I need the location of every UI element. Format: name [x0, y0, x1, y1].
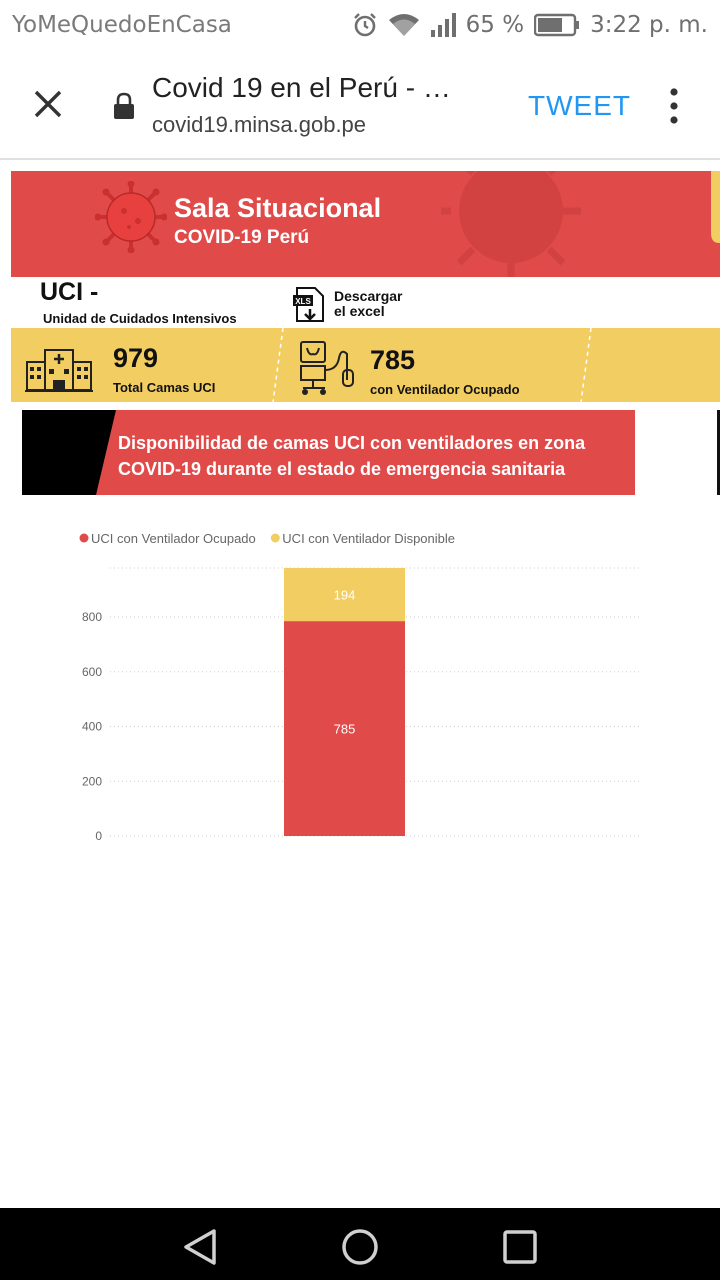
download-excel-link[interactable]: Descargar el excel: [334, 289, 424, 319]
y-tick-label: 400: [82, 720, 102, 734]
legend-label: UCI con Ventilador Disponible: [282, 531, 455, 546]
total-beds-label: Total Camas UCI: [113, 380, 216, 395]
legend-label: UCI con Ventilador Ocupado: [91, 531, 256, 546]
battery-percent: 65 %: [465, 12, 525, 38]
more-options-icon[interactable]: [664, 86, 684, 126]
data-label: 785: [334, 722, 356, 737]
y-tick-label: 200: [82, 774, 102, 788]
clock: 3:22 p. m.: [590, 12, 708, 38]
download-label-line1: Descargar: [334, 288, 403, 304]
y-tick-label: 800: [82, 610, 102, 624]
wifi-icon: [388, 14, 419, 36]
close-icon[interactable]: [28, 84, 68, 124]
legend-marker: [79, 533, 89, 543]
status-right: 65 % 3:22 p. m.: [352, 12, 708, 38]
chart-header-line2: COVID-19 durante el estado de emergencia…: [118, 459, 566, 479]
battery-icon: [534, 13, 580, 37]
divider: [580, 328, 592, 402]
lock-icon: [114, 92, 134, 119]
custom-tab-toolbar: Covid 19 en el Perú - … covid19.minsa.go…: [0, 50, 720, 160]
virus-bg-icon: [441, 171, 581, 277]
ventilator-icon: [300, 341, 354, 395]
status-app-name: YoMeQuedoEnCasa: [12, 12, 232, 38]
alarm-icon: [353, 13, 376, 37]
occupied-label: con Ventilador Ocupado: [370, 382, 520, 397]
virus-icon: [95, 181, 167, 253]
hospital-icon: [25, 349, 93, 392]
legend-marker: [270, 533, 280, 543]
chart-header-text: Disponibilidad de camas UCI con ventilad…: [118, 430, 628, 482]
signal-icon: [430, 13, 456, 37]
data-label: 194: [334, 588, 356, 603]
tweet-button[interactable]: TWEET: [528, 90, 631, 121]
page-url[interactable]: covid19.minsa.gob.pe: [152, 112, 367, 137]
occupied-value: 785: [370, 345, 416, 375]
xls-download-icon[interactable]: XLS: [291, 287, 327, 323]
side-marker: [717, 410, 720, 495]
section-subtitle: Unidad de Cuidados Intensivos: [43, 311, 237, 326]
sala-situacional-banner: Sala Situacional COVID-19 Perú: [11, 171, 720, 277]
chart-header: Disponibilidad de camas UCI con ventilad…: [22, 410, 635, 495]
android-nav-bar: [0, 1208, 720, 1280]
page-title[interactable]: Covid 19 en el Perú - …: [152, 72, 451, 103]
status-bar: YoMeQuedoEnCasa 65 % 3:22 p. m.: [0, 0, 720, 50]
uci-ventilator-chart: UCI con Ventilador Ocupado UCI con Ventil…: [79, 531, 640, 843]
svg-text:XLS: XLS: [295, 297, 311, 306]
chart-header-line1: Disponibilidad de camas UCI con ventilad…: [118, 433, 586, 453]
divider: [272, 328, 284, 402]
bar-segment: [284, 621, 405, 836]
banner-subtitle: COVID-19 Perú: [174, 227, 310, 248]
banner-edge-accent: [711, 171, 720, 243]
stats-band: 979 Total Camas UCI 785 con Ventilador O…: [11, 328, 720, 402]
total-beds-value: 979: [113, 343, 159, 373]
y-tick-label: 0: [95, 829, 102, 843]
back-icon[interactable]: [180, 1227, 220, 1267]
banner-title: Sala Situacional: [174, 193, 382, 223]
header-black-block: [22, 410, 116, 495]
section-title: UCI -: [40, 278, 99, 306]
recents-icon[interactable]: [502, 1229, 538, 1265]
bar-segment: [284, 568, 405, 622]
download-label-line2: el excel: [334, 303, 385, 319]
home-icon[interactable]: [340, 1227, 380, 1267]
y-tick-label: 600: [82, 665, 102, 679]
